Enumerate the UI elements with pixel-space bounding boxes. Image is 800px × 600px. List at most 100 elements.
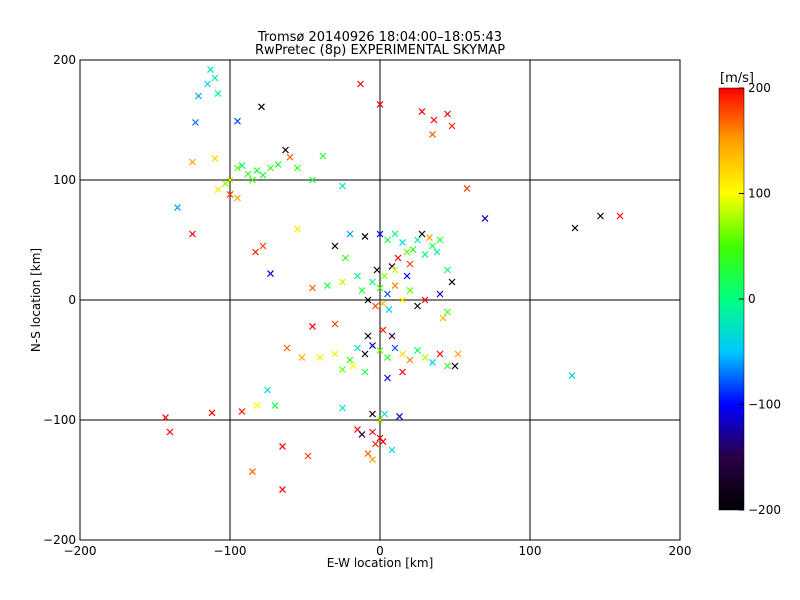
data-point [346, 356, 354, 364]
colorbar-tick-label: 200 [748, 81, 771, 95]
x-tick-label: −100 [214, 544, 247, 558]
data-point [616, 212, 624, 220]
data-point [331, 320, 339, 328]
data-point [433, 248, 441, 256]
data-point [568, 372, 576, 380]
data-point [346, 230, 354, 238]
data-point [376, 346, 384, 354]
colorbar-unit-label: [m/s] [720, 71, 754, 86]
data-point [399, 368, 406, 376]
data-point [421, 296, 429, 304]
data-point [381, 272, 388, 280]
data-point [384, 290, 391, 298]
data-point [571, 224, 579, 232]
data-point [319, 152, 327, 160]
data-point [234, 117, 241, 125]
data-point [597, 212, 604, 220]
data-point [388, 446, 396, 454]
chart-title-line1: Tromsø 20140926 18:04:00–18:05:43 [257, 30, 502, 45]
data-point [361, 368, 369, 376]
data-point [451, 362, 459, 370]
data-point [249, 176, 256, 184]
data-point [331, 242, 339, 250]
data-point [379, 326, 387, 334]
data-point [444, 362, 451, 370]
y-tick-label: −200 [43, 533, 76, 547]
data-point [189, 230, 196, 238]
data-point [358, 286, 366, 294]
data-point [448, 122, 456, 130]
data-point [421, 250, 429, 258]
data-point [376, 100, 384, 108]
data-point [372, 302, 379, 310]
data-point [298, 354, 306, 362]
data-point [267, 164, 274, 172]
data-point [399, 350, 406, 358]
data-point [436, 350, 444, 358]
data-point [267, 270, 274, 278]
data-point [399, 296, 406, 304]
data-point [214, 186, 222, 194]
data-point [252, 248, 259, 256]
data-point [238, 162, 246, 170]
data-point [429, 130, 436, 138]
data-point [234, 194, 241, 202]
data-point [304, 452, 312, 460]
data-point [211, 74, 219, 82]
data-point [222, 180, 229, 188]
data-point [448, 278, 456, 286]
data-point [207, 66, 214, 74]
data-point [238, 408, 246, 416]
data-point [339, 182, 346, 190]
data-point [385, 306, 393, 314]
grid-lines [80, 60, 680, 540]
data-point [271, 402, 279, 410]
data-point [384, 374, 391, 382]
data-point [282, 146, 289, 154]
data-point [399, 238, 406, 246]
x-tick-label: 100 [519, 544, 542, 558]
data-point [414, 302, 421, 310]
data-point [208, 409, 216, 417]
data-point [414, 346, 421, 354]
data-point [294, 164, 301, 172]
data-point [376, 230, 384, 238]
axis-ticks: −200 −100 0 100 200 −200 −100 0 100 200 [43, 53, 691, 558]
data-point [379, 438, 387, 446]
colorbar: [m/s] 200 100 0 −100 −200 [718, 71, 781, 517]
data-point [162, 414, 169, 422]
x-axis-label: E-W location [km] [327, 556, 434, 570]
x-tick-label: −200 [64, 544, 97, 558]
data-point [384, 236, 391, 244]
data-point [211, 154, 219, 162]
data-point [259, 242, 267, 250]
data-point [406, 356, 414, 364]
data-point [316, 354, 324, 362]
colorbar-tick-label: 100 [748, 187, 771, 201]
data-point [309, 284, 316, 292]
data-point [429, 358, 436, 366]
data-point [204, 80, 211, 88]
data-point [403, 272, 411, 280]
data-point [283, 344, 291, 352]
data-point [369, 278, 376, 286]
data-point [439, 314, 447, 322]
data-point [418, 108, 426, 116]
data-points [162, 66, 624, 494]
data-point [342, 254, 349, 262]
data-point [406, 286, 414, 294]
data-point [369, 342, 376, 350]
data-point [391, 266, 399, 274]
data-point [436, 290, 444, 298]
data-point [174, 204, 181, 212]
y-tick-label: −100 [43, 413, 76, 427]
data-point [364, 450, 372, 458]
data-point [192, 118, 199, 126]
data-point [444, 266, 451, 274]
data-point [430, 116, 438, 124]
data-point [409, 246, 417, 254]
data-point [396, 412, 403, 420]
data-point [481, 214, 489, 222]
data-point [364, 296, 372, 304]
